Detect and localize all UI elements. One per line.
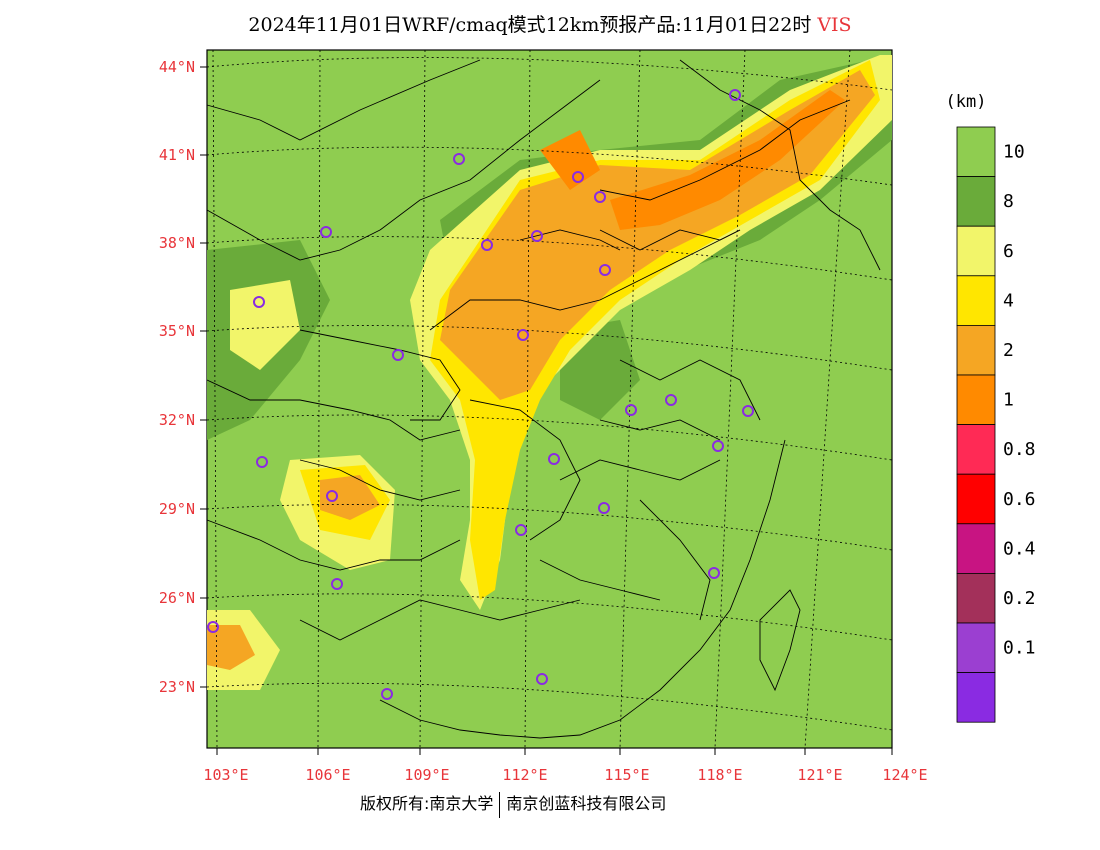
lat-label: 35°N xyxy=(159,322,195,340)
colorbar-cell xyxy=(956,324,996,376)
station-marker xyxy=(331,578,343,590)
colorbar-cell xyxy=(956,573,996,624)
colorbar-cell xyxy=(956,672,996,723)
colorbar-cell xyxy=(956,176,996,227)
lon-label: 109°E xyxy=(404,766,449,784)
axis-ticks xyxy=(200,66,893,755)
vis-band-2-4 xyxy=(207,625,255,670)
colorbar-cell xyxy=(956,473,996,525)
station-marker xyxy=(326,490,338,502)
colorbar-cell xyxy=(956,622,996,673)
station-marker xyxy=(253,296,265,308)
title-main: 2024年11月01日WRF/cmaq模式12km预报产品:11月01日22时 xyxy=(248,14,812,36)
map-title: 2024年11月01日WRF/cmaq模式12km预报产品:11月01日22时 V… xyxy=(0,10,1100,37)
colorbar-label: 0.1 xyxy=(1003,638,1036,659)
station-marker xyxy=(517,329,529,341)
station-marker xyxy=(207,621,219,633)
colorbar-label: 2 xyxy=(1003,340,1014,361)
colorbar-label: 0.2 xyxy=(1003,588,1036,609)
station-marker xyxy=(481,239,493,251)
lat-label: 29°N xyxy=(159,500,195,518)
station-marker xyxy=(599,264,611,276)
visibility-field xyxy=(207,55,892,690)
lat-label: 38°N xyxy=(159,234,195,252)
station-marker xyxy=(708,567,720,579)
colorbar-label: 10 xyxy=(1003,142,1025,163)
station-marker xyxy=(598,502,610,514)
station-marker xyxy=(572,171,584,183)
footer-separator xyxy=(499,791,501,818)
copyright-right: 南京创蓝科技有限公司 xyxy=(506,794,667,813)
station-marker xyxy=(665,394,677,406)
copyright-left: 版权所有:南京大学 xyxy=(360,794,494,813)
colorbar-cell xyxy=(956,523,996,574)
lon-label: 106°E xyxy=(305,766,350,784)
colorbar-cell xyxy=(956,126,996,177)
colorbar xyxy=(956,126,996,723)
station-marker xyxy=(536,673,548,685)
vis-band-1-2 xyxy=(610,90,845,230)
colorbar-unit: (km) xyxy=(946,92,987,112)
colorbar-label: 4 xyxy=(1003,290,1014,311)
vis-band-2-4 xyxy=(320,475,380,520)
vis-band-1-2 xyxy=(540,130,600,190)
lat-label: 32°N xyxy=(159,411,195,429)
colorbar-label: 8 xyxy=(1003,191,1014,212)
station-marker xyxy=(729,89,741,101)
station-marker xyxy=(320,226,332,238)
station-marker xyxy=(392,349,404,361)
station-marker xyxy=(625,404,637,416)
vis-band-6-8 xyxy=(230,280,300,370)
station-marker xyxy=(548,453,560,465)
lat-label: 26°N xyxy=(159,589,195,607)
colorbar-label: 0.8 xyxy=(1003,439,1036,460)
lon-label: 115°E xyxy=(604,766,649,784)
graticule xyxy=(206,49,893,749)
lon-label: 121°E xyxy=(797,766,842,784)
lat-label: 41°N xyxy=(159,146,195,164)
lon-labels: 103°E 106°E 109°E 112°E 115°E 118°E 121°… xyxy=(203,766,927,784)
colorbar-labels: 10 8 6 4 2 1 0.8 0.6 0.4 0.2 0.1 xyxy=(1003,142,1036,659)
title-variable: VIS xyxy=(817,14,852,36)
colorbar-cell xyxy=(956,424,996,475)
colorbar-label: 0.6 xyxy=(1003,489,1036,510)
colorbar-label: 0.4 xyxy=(1003,538,1036,559)
lat-label: 44°N xyxy=(159,58,195,76)
copyright-footer: 版权所有:南京大学 南京创蓝科技有限公司 xyxy=(360,790,666,818)
station-markers xyxy=(207,89,754,700)
lat-labels: 44°N 41°N 38°N 35°N 32°N 29°N 26°N 23°N xyxy=(159,58,195,696)
lon-label: 124°E xyxy=(882,766,927,784)
station-marker xyxy=(531,230,543,242)
station-marker xyxy=(381,688,393,700)
lat-label: 23°N xyxy=(159,678,195,696)
lon-label: 118°E xyxy=(697,766,742,784)
station-marker xyxy=(594,191,606,203)
colorbar-label: 1 xyxy=(1003,390,1014,411)
station-marker xyxy=(515,524,527,536)
province-boundaries xyxy=(206,59,881,739)
station-marker xyxy=(712,440,724,452)
lon-label: 112°E xyxy=(502,766,547,784)
colorbar-label: 6 xyxy=(1003,241,1014,262)
colorbar-cell xyxy=(956,225,996,277)
colorbar-cell xyxy=(956,374,996,425)
colorbar-cell xyxy=(956,275,996,326)
station-marker xyxy=(742,405,754,417)
station-marker xyxy=(453,153,465,165)
lon-label: 103°E xyxy=(203,766,248,784)
station-marker xyxy=(256,456,268,468)
